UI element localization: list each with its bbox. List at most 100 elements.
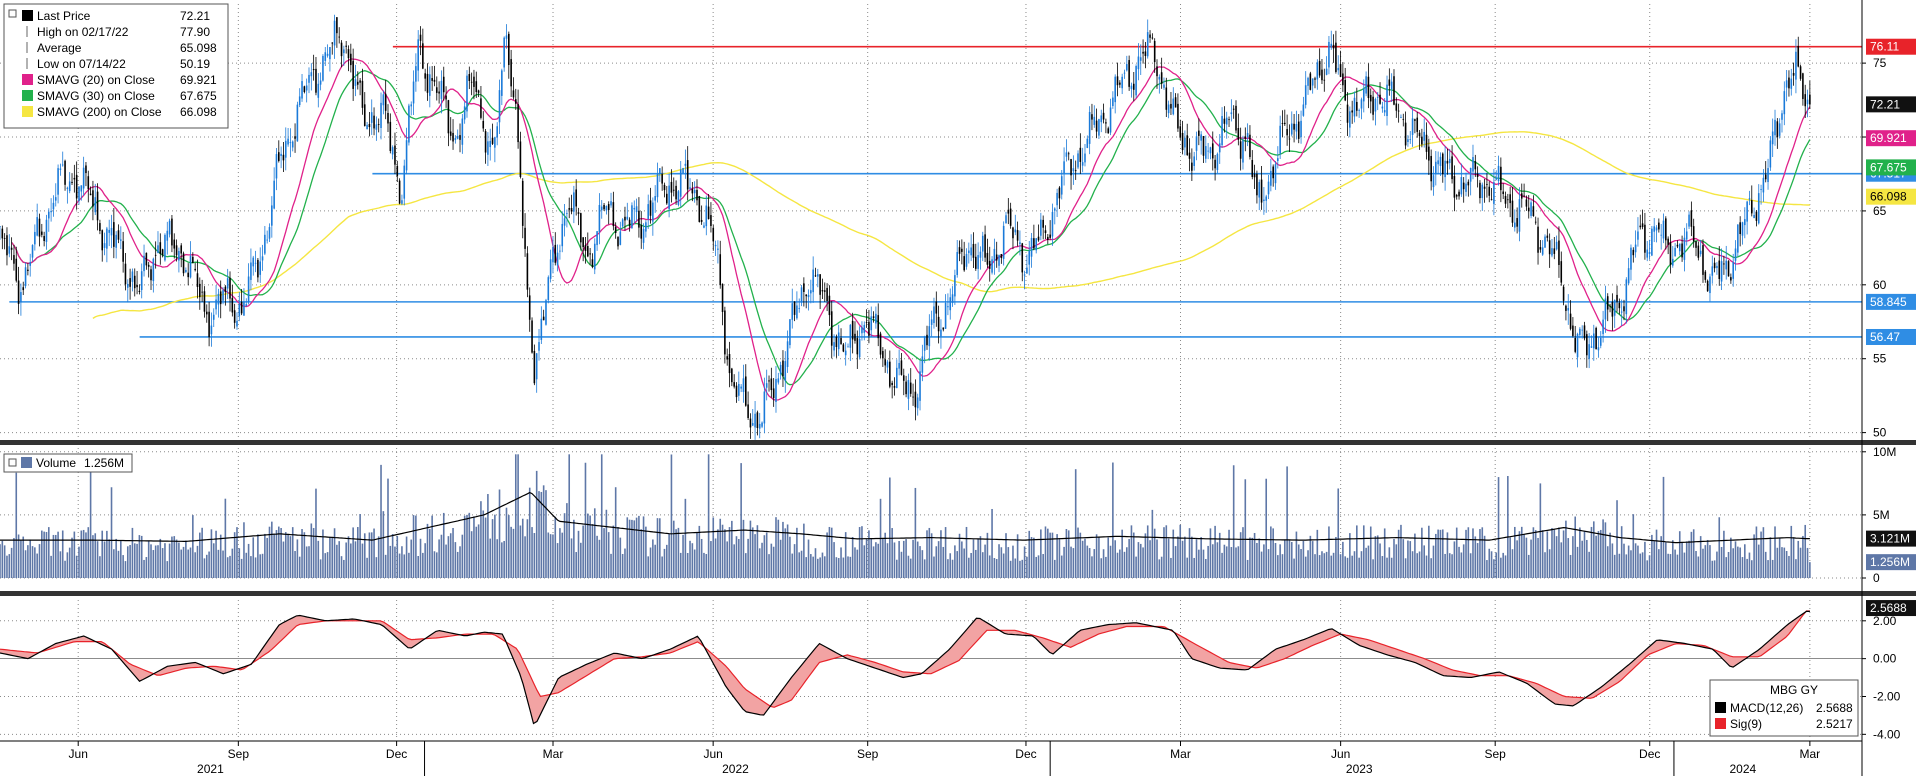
volume-bar <box>494 514 496 578</box>
volume-bar <box>408 552 410 578</box>
candle-body <box>10 247 13 250</box>
legend-label: SMAVG (30) on Close <box>37 89 155 103</box>
volume-bar <box>1641 552 1644 578</box>
candle-body <box>340 42 343 57</box>
candle-body <box>605 205 608 211</box>
candle-body <box>157 245 159 254</box>
candle-body <box>442 76 445 93</box>
volume-bar <box>693 549 696 578</box>
volume-bar <box>433 551 436 578</box>
volume-bar <box>872 546 875 578</box>
level-tag-label: 56.47 <box>1870 330 1900 344</box>
sma30-line <box>11 70 1811 386</box>
volume-bar <box>415 515 417 578</box>
macd-legend-box <box>1709 679 1859 737</box>
volume-bar <box>1386 557 1388 578</box>
candle-body <box>1093 116 1096 125</box>
candle-body <box>1553 248 1556 254</box>
volume-bar <box>1067 530 1070 578</box>
candle-body <box>1047 236 1049 241</box>
candle-body <box>1172 98 1175 115</box>
candle-body <box>1483 186 1486 189</box>
legend-swatch <box>22 106 33 117</box>
candle-body <box>1170 103 1172 109</box>
candle-body <box>519 141 522 177</box>
candle-body <box>1518 199 1521 232</box>
candle-body <box>1388 79 1391 86</box>
value-tag-label: 69.921 <box>1870 131 1907 145</box>
candle-body <box>199 283 201 298</box>
candle-body <box>1764 174 1767 180</box>
candle-body <box>1256 173 1258 196</box>
volume-bar <box>1225 546 1228 578</box>
candle-body <box>586 246 589 257</box>
volume-bar <box>1560 542 1563 578</box>
candle-body <box>647 204 650 219</box>
volume-bar <box>1274 542 1277 578</box>
candle-body <box>268 227 271 239</box>
candle-body <box>1797 45 1800 67</box>
candle-body <box>1414 119 1416 121</box>
volume-bar <box>64 560 66 578</box>
volume-bar <box>236 527 238 578</box>
volume-bar <box>1374 536 1377 578</box>
candle-body <box>684 163 687 166</box>
candle-body <box>301 81 303 99</box>
volume-bar <box>1520 526 1523 578</box>
candle-body <box>315 68 317 93</box>
volume-bar <box>352 527 354 578</box>
volume-bar <box>1086 545 1089 578</box>
candle-body <box>294 136 296 139</box>
candle-body <box>914 391 917 408</box>
candle-body <box>1709 276 1711 294</box>
collapse-icon <box>8 9 17 18</box>
volume-bar <box>1007 547 1010 578</box>
candle-body <box>656 174 659 198</box>
volume-bar <box>470 531 473 578</box>
volume-bar <box>168 543 171 578</box>
candle-body <box>940 329 942 337</box>
volume-bar <box>50 555 52 578</box>
volume-bar <box>147 540 150 578</box>
candle-body <box>793 301 796 315</box>
candle-body <box>1130 85 1133 89</box>
volume-bar <box>199 532 201 578</box>
volume-bar <box>315 488 317 578</box>
volume-bar <box>619 537 622 578</box>
volume-bar <box>970 553 972 578</box>
volume-bar <box>863 545 866 578</box>
volume-bar <box>1637 545 1639 578</box>
volume-bar <box>373 528 375 578</box>
volume-bar <box>1548 549 1551 578</box>
candle-body <box>779 364 782 375</box>
volume-bar <box>1309 535 1312 578</box>
volume-bar <box>1644 541 1646 578</box>
volume-bar <box>1063 546 1065 578</box>
candle-body <box>844 350 847 356</box>
volume-bar <box>1569 554 1572 578</box>
candle-body <box>1 228 4 239</box>
volume-bar <box>756 525 759 578</box>
candle-body <box>670 181 673 193</box>
candle-body <box>1297 121 1300 139</box>
volume-bar <box>222 550 224 578</box>
candle-body <box>1716 265 1718 269</box>
volume-bar <box>254 557 257 578</box>
volume-bar <box>763 535 766 578</box>
volume-bar <box>654 544 656 578</box>
volume-tag-bg <box>1866 554 1916 571</box>
candle-body <box>1558 240 1560 265</box>
candle-body <box>1704 271 1707 280</box>
candle-body <box>196 273 199 288</box>
volume-bar <box>1681 542 1683 578</box>
candle-body <box>1286 129 1288 136</box>
candle-body <box>1769 140 1772 168</box>
volume-bar <box>1646 560 1649 578</box>
volume-bar <box>1778 538 1781 578</box>
volume-bar <box>1809 562 1811 578</box>
candle-body <box>345 45 347 47</box>
candle-body <box>50 210 52 213</box>
volume-bar <box>1146 525 1149 578</box>
volume-bar <box>117 550 120 578</box>
candle-body <box>1198 130 1200 136</box>
